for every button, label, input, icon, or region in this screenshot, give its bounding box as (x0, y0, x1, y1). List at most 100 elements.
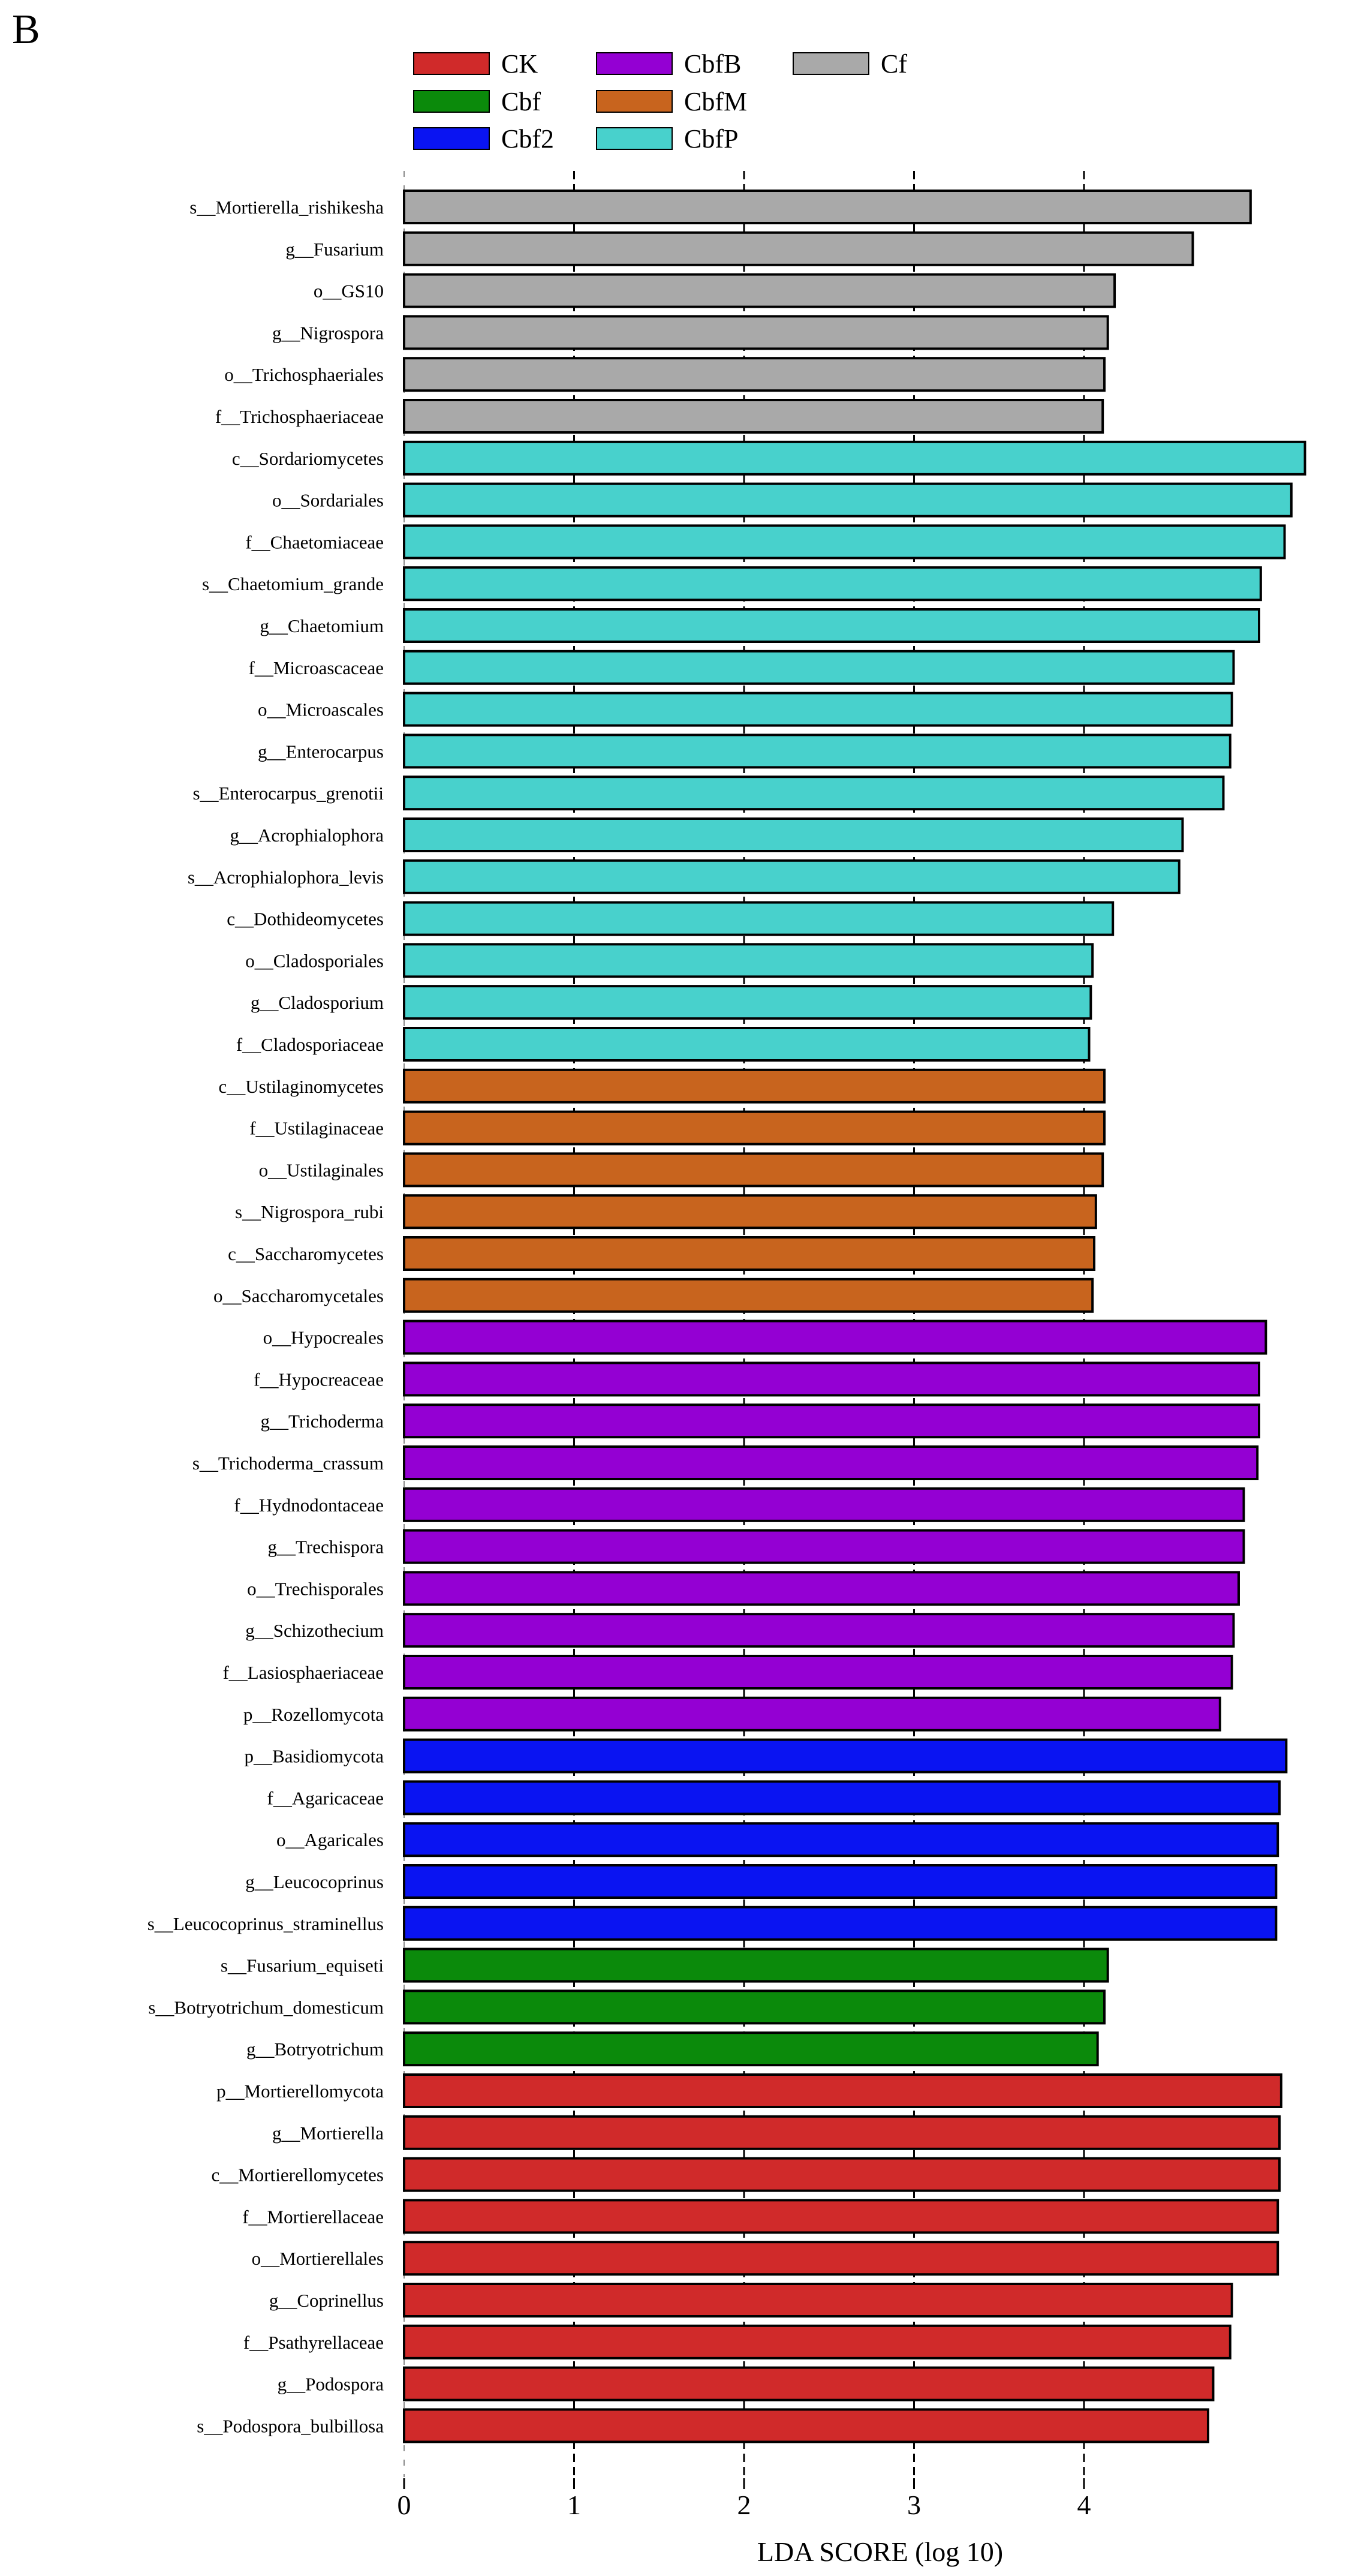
bar-o__Cladosporiales (403, 943, 1094, 978)
bar-o__Microascales (403, 692, 1233, 727)
y-axis-labels: s__Mortierella_rishikesha g__Fusarium o__G… (147, 197, 384, 2436)
legend-label-cbf: Cbf (501, 87, 541, 116)
bar-label: o__Agaricales (276, 1829, 384, 1850)
bar-label: o__GS10 (314, 281, 384, 302)
bar-g__Mortierella (403, 2115, 1281, 2150)
bar-s__Fusarium_equiseti (403, 1947, 1109, 1983)
bar-label: f__Ustilaginaceae (249, 1118, 384, 1139)
bar-f__Hypocreaceae (403, 1361, 1261, 1397)
bar-label: s__Acrophialophora_levis (188, 867, 384, 888)
legend-swatch-cbfb (596, 52, 673, 75)
bar-s__Podospora_bulbillosa (403, 2408, 1209, 2443)
bar-c__Ustilaginomycetes (403, 1068, 1106, 1104)
bar-label: f__Hydnodontaceae (234, 1495, 384, 1516)
bar-o__Hypocreales (403, 1319, 1267, 1355)
bar-g__Cladosporium (403, 985, 1092, 1020)
legend-swatch-cbf (413, 90, 490, 113)
bar-c__Mortierellomycetes (403, 2157, 1281, 2192)
bar-p__Rozellomycota (403, 1696, 1221, 1732)
bar-s__Acrophialophora_levis (403, 859, 1181, 894)
bar-label: s__Podospora_bulbillosa (197, 2415, 384, 2436)
bar-o__Mortierellales (403, 2241, 1279, 2276)
bar-s__Enterocarpus_grenotii (403, 775, 1225, 811)
x-tick-label: 2 (737, 2490, 751, 2520)
bar-o__Saccharomycetales (403, 1278, 1094, 1313)
legend-label-cf: Cf (881, 49, 907, 79)
panel-label: B (12, 7, 40, 53)
bar-c__Sordariomycetes (403, 440, 1306, 476)
bar-f__Agaricaceae (403, 1780, 1281, 1815)
x-axis: 0 1 2 3 4 (398, 2478, 1091, 2520)
bar-s__Nigrospora_rubi (403, 1194, 1097, 1230)
bar-g__Coprinellus (403, 2283, 1233, 2318)
bar-f__Microascaceae (403, 650, 1235, 685)
bar-label: c__Saccharomycetes (228, 1243, 384, 1264)
bar-p__Basidiomycota (403, 1738, 1288, 1774)
bar-label: o__Trechisporales (247, 1578, 384, 1599)
bar-label: g__Botryotrichum (246, 2039, 384, 2060)
bar-o__Trechisporales (403, 1571, 1240, 1606)
bar-f__Lasiosphaeriaceae (403, 1655, 1233, 1690)
bar-s__Chaetomium_grande (403, 566, 1262, 602)
bar-label: g__Coprinellus (269, 2290, 384, 2311)
bar-o__Agaricales (403, 1822, 1279, 1857)
bar-c__Dothideomycetes (403, 901, 1115, 936)
bar-g__Leucocoprinus (403, 1864, 1278, 1899)
bar-f__Psathyrellaceae (403, 2324, 1231, 2359)
bar-g__Schizothecium (403, 1613, 1235, 1648)
bar-label: o__Cladosporiales (245, 950, 384, 971)
bar-label: f__Lasiosphaeriaceae (222, 1662, 384, 1683)
legend-swatch-ck (413, 52, 490, 75)
bar-label: p__Mortierellomycota (216, 2081, 384, 2102)
bar-label: g__Trichoderma (261, 1411, 384, 1432)
bar-s__Botryotrichum_domesticum (403, 1989, 1106, 2025)
bar-label: p__Basidiomycota (245, 1746, 384, 1767)
bar-o__Trichosphaeriales (403, 357, 1106, 392)
legend-swatch-cbfm (596, 90, 673, 113)
bar-label: f__Mortierellaceae (242, 2206, 384, 2227)
bar-label: o__Ustilaginales (259, 1159, 384, 1180)
bar-f__Mortierellaceae (403, 2199, 1279, 2234)
bar-g__Trechispora (403, 1529, 1245, 1564)
legend-label-cbfb: CbfB (684, 49, 741, 79)
bar-g__Enterocarpus (403, 734, 1231, 769)
x-axis-title: LDA SCORE (log 10) (757, 2536, 1003, 2567)
bar-label: g__Chaetomium (260, 615, 384, 636)
x-tick-label: 3 (907, 2490, 921, 2520)
bar-label: f__Psathyrellaceae (243, 2332, 384, 2353)
bar-label: o__Trichosphaeriales (224, 364, 384, 385)
bar-g__Podospora (403, 2366, 1215, 2401)
legend-swatch-cbfp (596, 127, 673, 150)
bar-label: g__Fusarium (285, 239, 384, 260)
bar-label: c__Sordariomycetes (232, 448, 384, 469)
bar-g__Trichoderma (403, 1403, 1261, 1439)
legend-label-ck: CK (501, 49, 538, 79)
bar-o__Ustilaginales (403, 1152, 1104, 1188)
bar-label: c__Dothideomycetes (227, 909, 384, 930)
bar-g__Nigrospora (403, 315, 1109, 350)
bar-g__Acrophialophora (403, 817, 1184, 852)
bar-p__Mortierellomycota (403, 2073, 1282, 2108)
bar-label: c__Mortierellomycetes (211, 2165, 384, 2186)
bar-s__Trichoderma_crassum (403, 1445, 1259, 1480)
bar-label: o__Mortierellales (252, 2248, 384, 2269)
bar-label: f__Cladosporiaceae (236, 1034, 384, 1055)
bar-label: s__Chaetomium_grande (202, 573, 384, 594)
bar-label: g__Podospora (278, 2374, 384, 2395)
bar-o__GS10 (403, 273, 1116, 308)
bar-f__Trichosphaeriaceae (403, 399, 1104, 434)
legend-swatch-cbf2 (413, 127, 490, 150)
bar-label: g__Schizothecium (245, 1620, 384, 1641)
bar-label: g__Acrophialophora (230, 825, 384, 846)
bar-label: o__Hypocreales (263, 1327, 384, 1348)
legend-label-cbf2: Cbf2 (501, 124, 554, 154)
bar-label: s__Botryotrichum_domesticum (148, 1997, 384, 2018)
bar-label: g__Mortierella (272, 2123, 384, 2144)
bar-label: g__Nigrospora (272, 322, 384, 343)
bar-g__Fusarium (403, 231, 1194, 266)
bar-label: p__Rozellomycota (243, 1704, 384, 1725)
x-tick-label: 0 (398, 2490, 411, 2520)
bar-s__Leucocoprinus_straminellus (403, 1905, 1278, 1941)
bar-label: o__Microascales (258, 699, 384, 720)
bar-label: c__Ustilaginomycetes (219, 1076, 384, 1097)
